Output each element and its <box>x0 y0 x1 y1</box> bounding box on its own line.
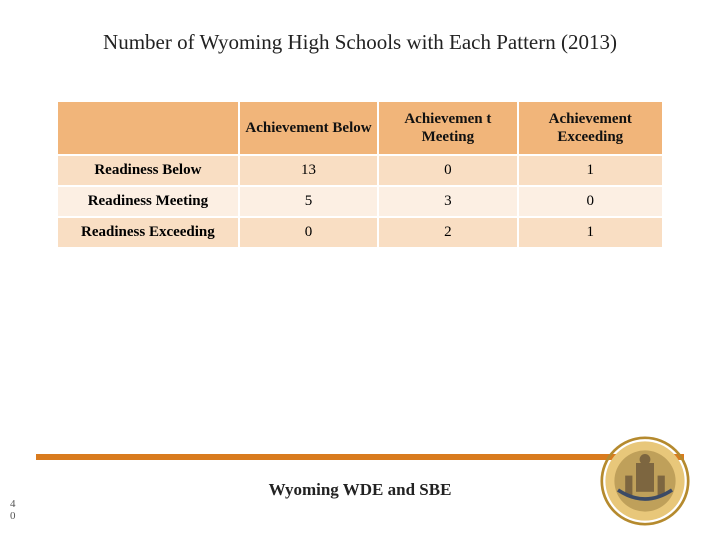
page-number-top: 4 <box>10 498 24 510</box>
cell: 1 <box>518 155 663 186</box>
row-label: Readiness Meeting <box>57 186 239 217</box>
seal-figure-left <box>625 476 632 496</box>
page-title: Number of Wyoming High Schools with Each… <box>0 0 720 64</box>
state-seal-icon <box>600 436 690 526</box>
table-header-corner <box>57 101 239 155</box>
table-row: Readiness Below 13 0 1 <box>57 155 663 186</box>
data-table: Achievement Below Achievemen t Meeting A… <box>56 100 664 249</box>
seal-figure-right <box>658 476 665 496</box>
table-header-ach-below: Achievement Below <box>239 101 378 155</box>
seal-pedestal <box>636 463 654 492</box>
row-label: Readiness Exceeding <box>57 217 239 248</box>
cell: 0 <box>378 155 517 186</box>
cell: 5 <box>239 186 378 217</box>
cell: 1 <box>518 217 663 248</box>
cell: 2 <box>378 217 517 248</box>
cell: 3 <box>378 186 517 217</box>
table-header-ach-meeting: Achievemen t Meeting <box>378 101 517 155</box>
footer-divider-bar <box>36 454 684 460</box>
seal-figure-head <box>640 454 651 465</box>
cell: 0 <box>239 217 378 248</box>
table-header-ach-exceeding: Achievement Exceeding <box>518 101 663 155</box>
page-number-bottom: 0 <box>10 510 24 522</box>
table-header-row: Achievement Below Achievemen t Meeting A… <box>57 101 663 155</box>
page-number: 4 0 <box>10 498 24 522</box>
cell: 13 <box>239 155 378 186</box>
table-row: Readiness Exceeding 0 2 1 <box>57 217 663 248</box>
cell: 0 <box>518 186 663 217</box>
data-table-container: Achievement Below Achievemen t Meeting A… <box>56 100 664 249</box>
table-row: Readiness Meeting 5 3 0 <box>57 186 663 217</box>
row-label: Readiness Below <box>57 155 239 186</box>
